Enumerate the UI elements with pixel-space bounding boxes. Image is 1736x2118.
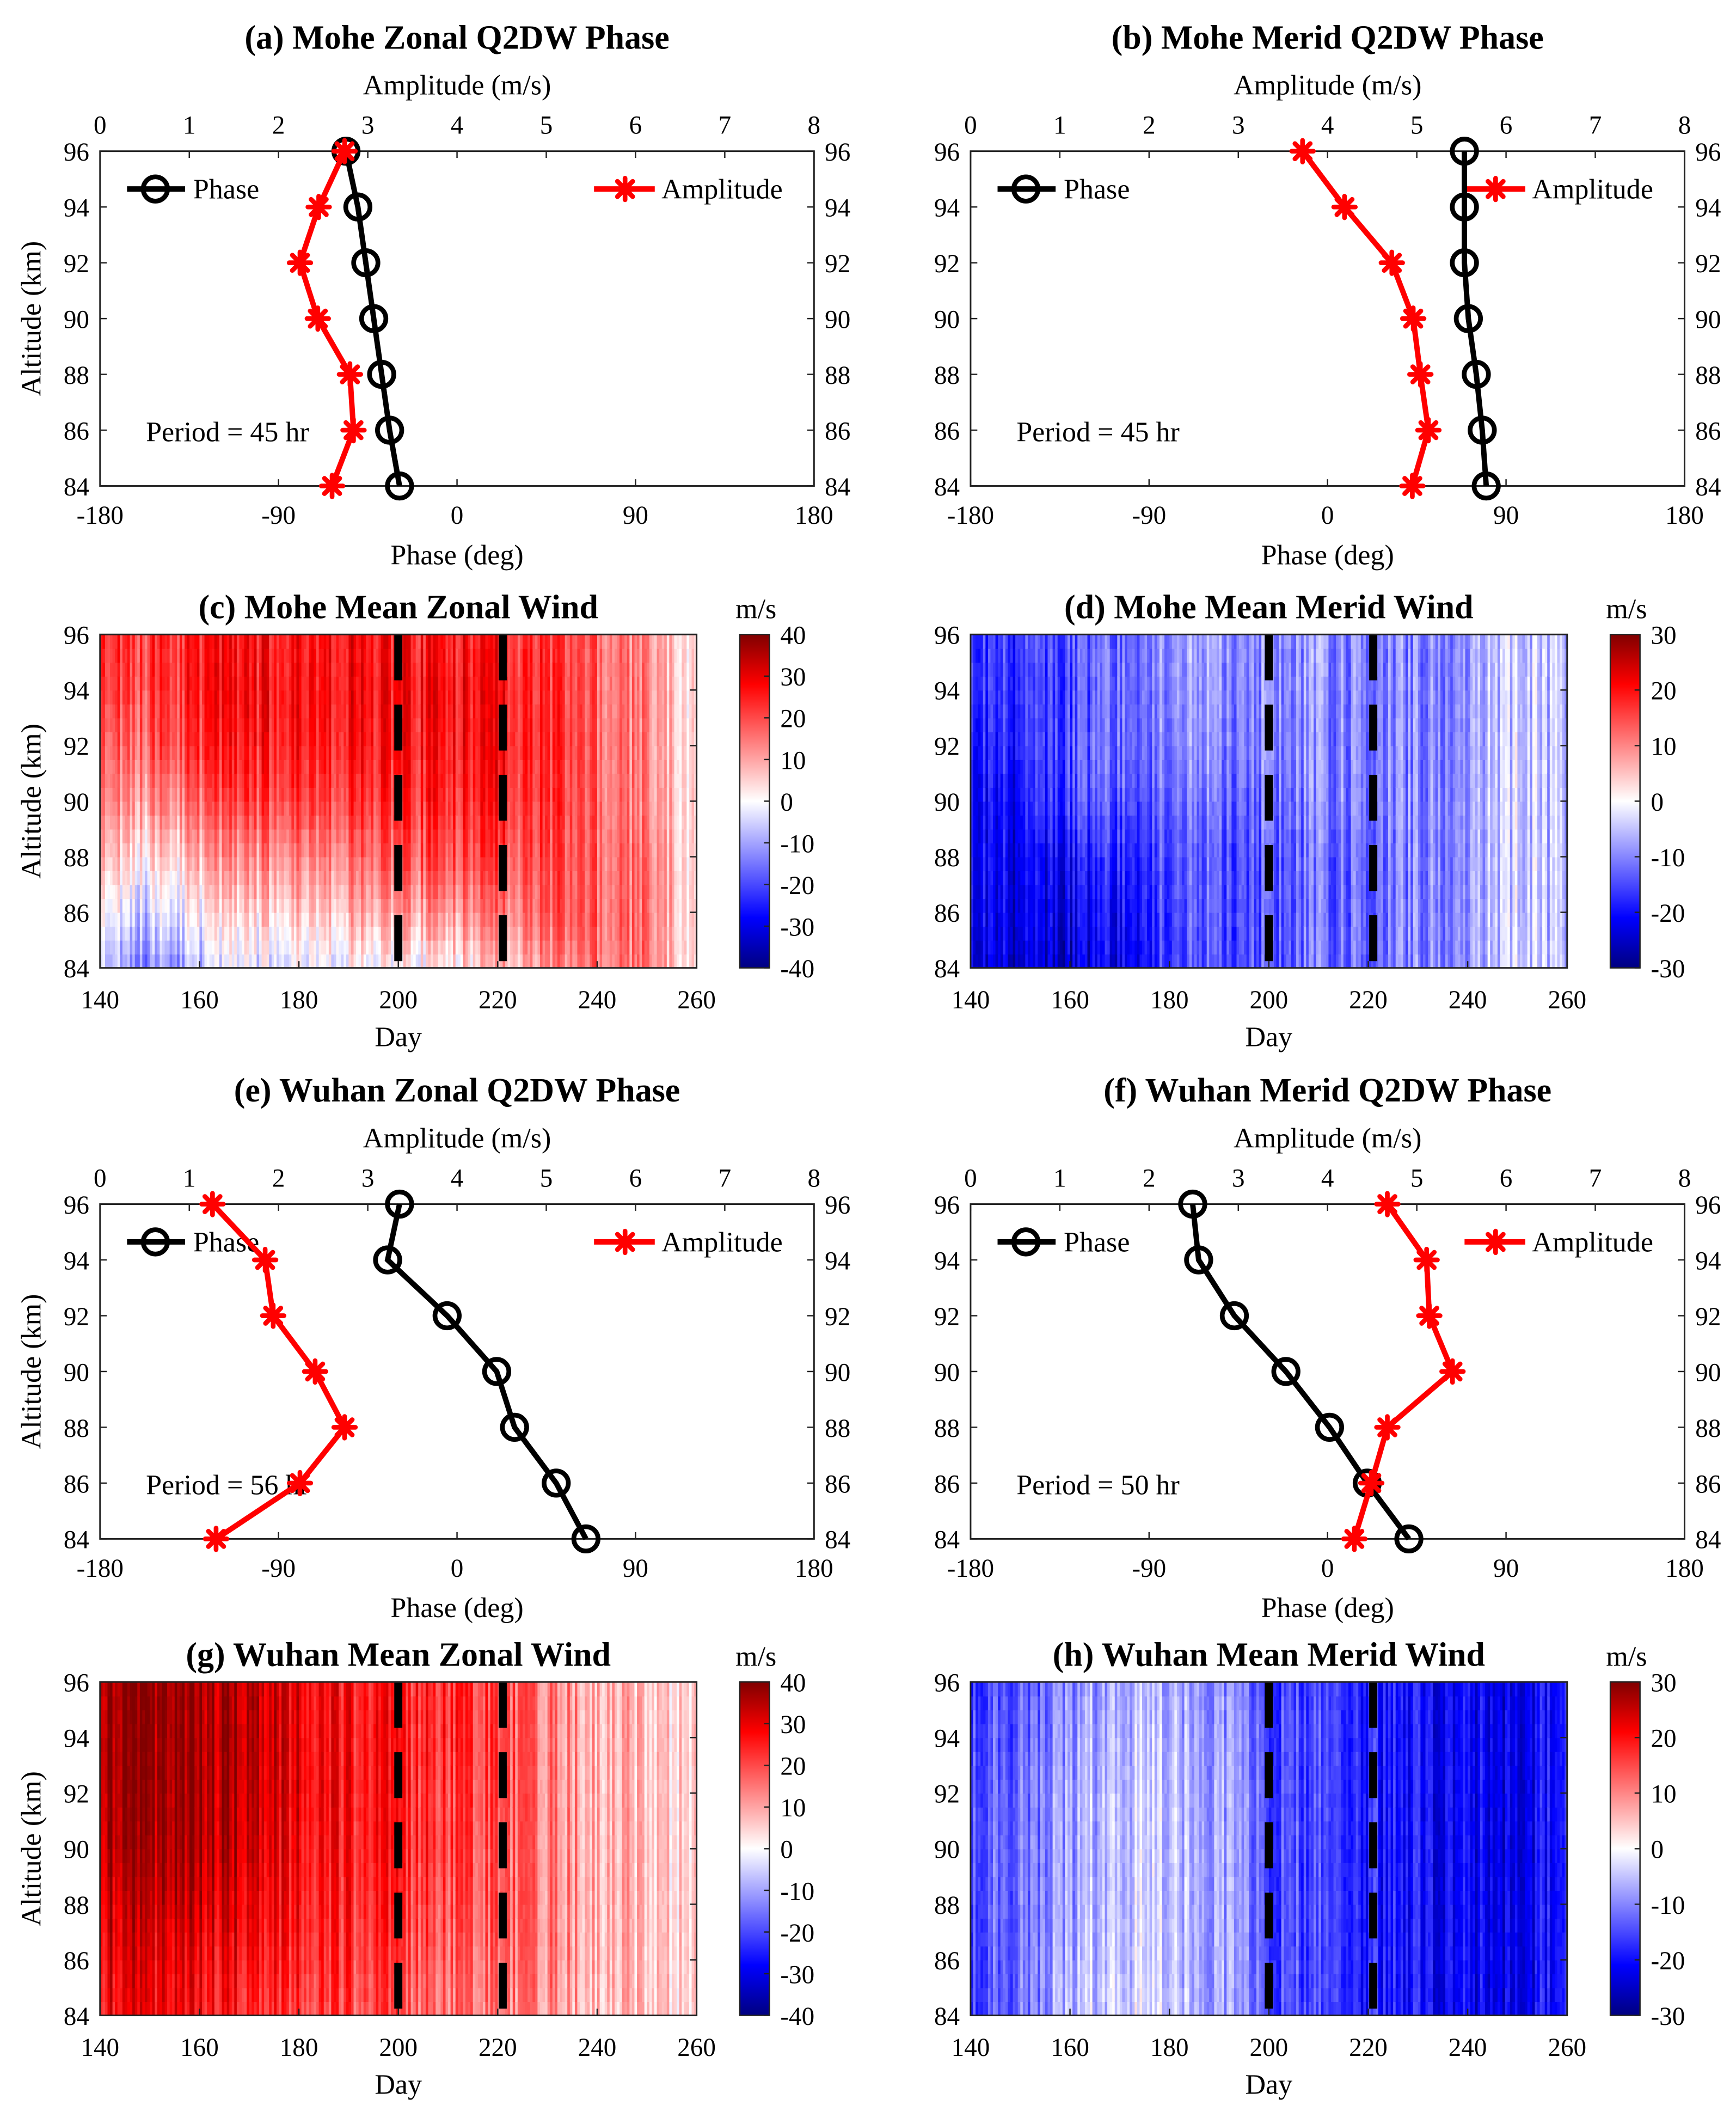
top-tick-label: 6 — [1500, 111, 1513, 139]
y-tick-label-right: 84 — [1695, 473, 1721, 501]
legend-phase-label: Phase — [1064, 174, 1130, 205]
top-tick-label: 2 — [272, 111, 285, 139]
amplitude-point — [1381, 252, 1403, 274]
panel-b: (b) Mohe Merid Q2DW Phase Amplitude (m/s)… — [934, 19, 1721, 571]
y-tick-label-right: 96 — [825, 138, 850, 167]
panel-c: (c) Mohe Mean Zonal Wind Day Altitude (km)… — [16, 589, 814, 1053]
y-tick-label-right: 94 — [1695, 194, 1721, 223]
y-axis-label: Altitude (km) — [16, 241, 47, 396]
legend-phase-label: Phase — [193, 174, 259, 205]
y-tick-label-right: 94 — [825, 194, 850, 223]
x-tick-label: 180 — [795, 501, 833, 530]
y-tick-label: 84 — [64, 473, 89, 501]
top-tick-label: 5 — [540, 111, 553, 139]
x-tick-label: -180 — [77, 501, 124, 530]
top-tick-label: 6 — [629, 111, 642, 139]
y-tick-label: 84 — [934, 473, 960, 501]
y-axis-label: Altitude (km) — [16, 724, 47, 879]
amplitude-point — [1409, 364, 1431, 385]
amplitude-point — [1418, 419, 1439, 441]
x-tick-label: 0 — [451, 501, 464, 530]
period-annotation: Period = 45 hr — [146, 417, 309, 448]
amplitude-point — [1402, 475, 1424, 497]
amplitude-point — [321, 475, 343, 497]
top-tick-label: 0 — [94, 111, 107, 139]
top-tick-label: 4 — [1321, 111, 1334, 139]
x-tick-label: -90 — [261, 501, 296, 530]
amplitude-point — [1292, 140, 1314, 162]
amplitude-point — [289, 252, 311, 274]
x-tick-label: -90 — [1132, 501, 1166, 530]
y-tick-label-right: 88 — [1695, 362, 1721, 390]
y-tick-label: 88 — [64, 362, 89, 390]
panel-title: (b) Mohe Merid Q2DW Phase — [1112, 19, 1544, 56]
top-tick-label: 5 — [1410, 111, 1424, 139]
panel-a: (a) Mohe Zonal Q2DW Phase Amplitude (m/s)… — [16, 19, 851, 571]
top-tick-label: 8 — [1678, 111, 1691, 139]
y-tick-label-right: 90 — [825, 305, 850, 334]
x-axis-label: Day — [375, 1021, 422, 1052]
y-tick-label-right: 86 — [825, 417, 850, 445]
x-tick-label: 180 — [1665, 501, 1704, 530]
y-tick-label-right: 84 — [825, 473, 850, 501]
amplitude-point — [308, 196, 330, 218]
top-tick-label: 8 — [808, 111, 821, 139]
top-tick-label: 2 — [1143, 111, 1156, 139]
y-tick-label-right: 90 — [1695, 305, 1721, 334]
amplitude-point — [343, 419, 365, 441]
y-tick-label: 96 — [64, 138, 89, 167]
y-tick-label-right: 92 — [825, 250, 850, 278]
x-tick-label: -180 — [947, 501, 994, 530]
y-tick-label: 92 — [64, 250, 89, 278]
top-tick-label: 3 — [1232, 111, 1245, 139]
legend-amplitude-label: Amplitude — [661, 174, 783, 205]
y-tick-label: 92 — [934, 250, 960, 278]
legend-amplitude-label: Amplitude — [1532, 174, 1653, 205]
y-tick-label: 86 — [64, 417, 89, 445]
figure: (a) Mohe Zonal Q2DW Phase Amplitude (m/s)… — [0, 0, 1736, 2118]
panel-title: (c) Mohe Mean Zonal Wind — [198, 589, 598, 626]
period-annotation: Period = 45 hr — [1016, 417, 1180, 448]
y-tick-label-right: 96 — [1695, 138, 1721, 167]
top-tick-label: 7 — [1589, 111, 1602, 139]
x-axis-label: Phase (deg) — [1261, 540, 1394, 571]
top-axis-label: Amplitude (m/s) — [363, 70, 551, 101]
y-tick-label-right: 92 — [1695, 250, 1721, 278]
x-tick-label: 90 — [1493, 501, 1519, 530]
top-tick-label: 0 — [964, 111, 977, 139]
x-tick-label: 90 — [623, 501, 648, 530]
y-tick-label: 88 — [934, 362, 960, 390]
top-tick-label: 1 — [1053, 111, 1066, 139]
y-tick-label: 94 — [934, 194, 960, 223]
top-axis-label: Amplitude (m/s) — [1234, 70, 1422, 101]
amplitude-point — [1402, 308, 1424, 329]
y-tick-label: 94 — [64, 194, 89, 223]
y-tick-label: 90 — [64, 305, 89, 334]
top-tick-label: 3 — [361, 111, 375, 139]
legend-amplitude-marker — [614, 178, 636, 200]
y-tick-label: 90 — [934, 305, 960, 334]
top-tick-label: 7 — [719, 111, 732, 139]
x-tick-label: 0 — [1321, 501, 1334, 530]
amplitude-point — [307, 308, 329, 329]
amplitude-point — [339, 364, 361, 385]
top-tick-label: 1 — [183, 111, 196, 139]
y-tick-label: 86 — [934, 417, 960, 445]
y-tick-label-right: 88 — [825, 362, 850, 390]
x-axis-label: Phase (deg) — [390, 540, 523, 571]
amplitude-point — [334, 140, 355, 162]
legend-amplitude-marker — [1485, 178, 1507, 200]
y-tick-label-right: 86 — [1695, 417, 1721, 445]
top-tick-label: 4 — [451, 111, 464, 139]
amplitude-point — [1334, 196, 1355, 218]
y-tick-label: 96 — [934, 138, 960, 167]
panel-title: (a) Mohe Zonal Q2DW Phase — [244, 19, 669, 56]
